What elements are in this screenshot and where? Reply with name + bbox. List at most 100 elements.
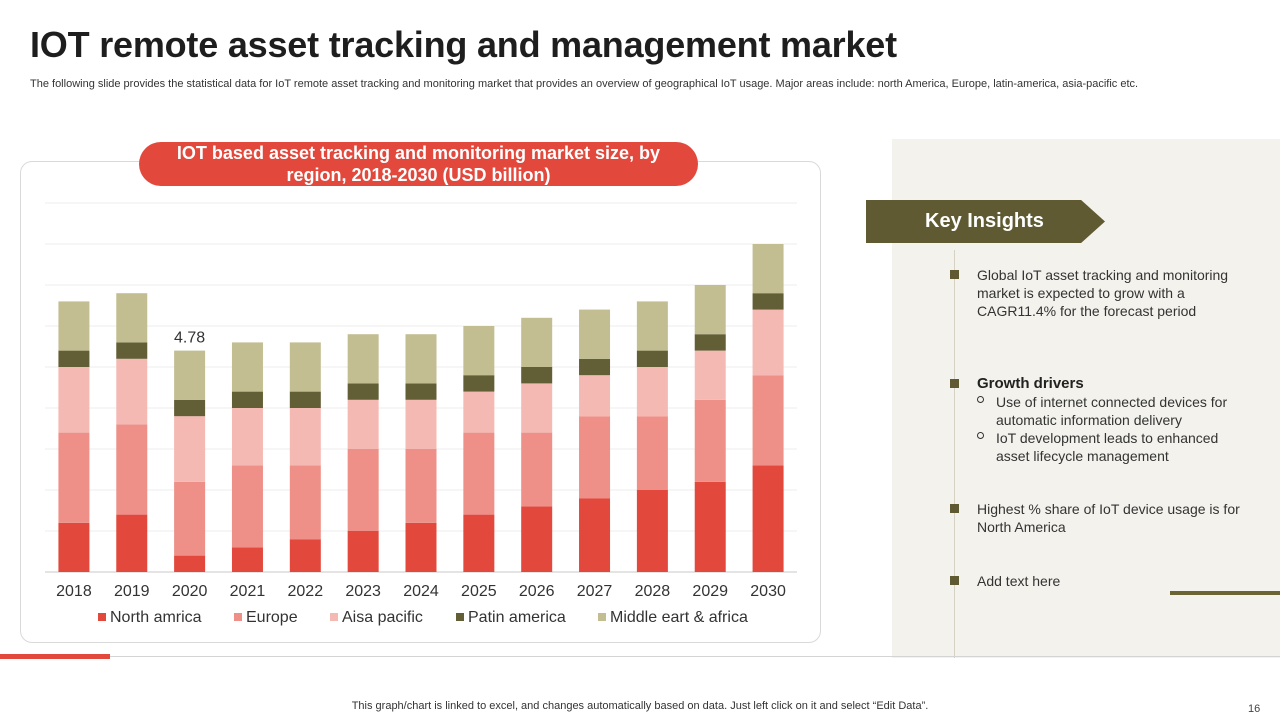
bar-segment-middle-eart-africa-2027[interactable] (579, 309, 611, 359)
key-insights-banner: Key Insights (866, 200, 1105, 243)
bar-segment-europe-2028[interactable] (636, 416, 668, 490)
bar-segment-north-amrica-2022[interactable] (289, 539, 321, 572)
x-tick-label: 2026 (519, 583, 555, 600)
legend-swatch (598, 613, 606, 621)
bar-segment-north-amrica-2025[interactable] (463, 514, 495, 572)
olive-accent-line (1170, 591, 1280, 595)
bar-segment-patin-america-2027[interactable] (579, 358, 611, 376)
bar-segment-north-amrica-2021[interactable] (231, 547, 263, 572)
legend-swatch (456, 613, 464, 621)
insight-text[interactable]: Add text here (977, 573, 1061, 589)
bar-segment-aisa-pacific-2018[interactable] (58, 367, 90, 433)
bar-segment-patin-america-2029[interactable] (694, 334, 726, 351)
x-tick-label: 2023 (345, 583, 381, 600)
legend-swatch (98, 613, 106, 621)
bar-segment-aisa-pacific-2021[interactable] (231, 408, 263, 466)
bar-segment-europe-2024[interactable] (405, 449, 437, 523)
bar-segment-patin-america-2028[interactable] (636, 350, 668, 367)
bar-segment-aisa-pacific-2025[interactable] (463, 391, 495, 433)
bar-segment-north-amrica-2024[interactable] (405, 522, 437, 572)
insight-text: Global IoT asset tracking and monitoring… (977, 267, 1229, 319)
bar-segment-middle-eart-africa-2028[interactable] (636, 301, 668, 351)
bar-segment-patin-america-2023[interactable] (347, 383, 379, 400)
bar-segment-patin-america-2019[interactable] (116, 342, 148, 359)
growth-drivers-list: Use of internet connected devices for au… (977, 393, 1240, 465)
bar-segment-europe-2030[interactable] (752, 375, 784, 466)
bar-segment-north-amrica-2018[interactable] (58, 522, 90, 572)
bar-segment-patin-america-2018[interactable] (58, 350, 90, 367)
bar-segment-patin-america-2024[interactable] (405, 383, 437, 400)
bar-segment-aisa-pacific-2030[interactable] (752, 309, 784, 376)
bottom-divider (0, 656, 1280, 657)
bar-segment-europe-2018[interactable] (58, 432, 90, 523)
bar-segment-north-amrica-2023[interactable] (347, 531, 379, 572)
insight-item-cagr: Global IoT asset tracking and monitoring… (950, 266, 1240, 320)
insight-text: Highest % share of IoT device usage is f… (977, 501, 1240, 535)
bar-segment-middle-eart-africa-2024[interactable] (405, 334, 437, 384)
bar-segment-europe-2022[interactable] (289, 465, 321, 540)
bar-segment-patin-america-2026[interactable] (521, 367, 553, 384)
footer-note: This graph/chart is linked to excel, and… (0, 700, 1280, 712)
circle-bullet-icon (977, 432, 984, 439)
bar-segment-europe-2019[interactable] (116, 424, 148, 515)
bar-segment-middle-eart-africa-2023[interactable] (347, 334, 379, 384)
x-tick-label: 2022 (288, 583, 324, 600)
bar-segment-middle-eart-africa-2020[interactable] (174, 350, 206, 400)
bar-segment-middle-eart-africa-2019[interactable] (116, 293, 148, 343)
bar-segment-north-amrica-2027[interactable] (579, 498, 611, 572)
bar-segment-aisa-pacific-2027[interactable] (579, 375, 611, 417)
bar-segment-europe-2023[interactable] (347, 449, 379, 531)
bar-segment-europe-2026[interactable] (521, 432, 553, 507)
bar-segment-middle-eart-africa-2022[interactable] (289, 342, 321, 392)
bar-segment-patin-america-2022[interactable] (289, 391, 321, 408)
bar-segment-middle-eart-africa-2026[interactable] (521, 317, 553, 367)
bar-segment-europe-2025[interactable] (463, 432, 495, 515)
bar-segment-europe-2027[interactable] (579, 416, 611, 499)
bar-segment-middle-eart-africa-2029[interactable] (694, 285, 726, 335)
bar-segment-middle-eart-africa-2025[interactable] (463, 326, 495, 376)
bar-segment-aisa-pacific-2022[interactable] (289, 408, 321, 466)
x-tick-label: 2028 (635, 583, 671, 600)
square-bullet-icon (950, 270, 959, 279)
bar-segment-europe-2020[interactable] (174, 481, 206, 556)
x-tick-label: 2019 (114, 583, 150, 600)
bar-segment-patin-america-2020[interactable] (174, 399, 206, 417)
bar-segment-middle-eart-africa-2018[interactable] (58, 301, 90, 351)
circle-bullet-icon (977, 396, 984, 403)
legend-label: Middle eart & africa (610, 609, 748, 626)
chart-header-text: IOT based asset tracking and monitoring … (176, 143, 661, 185)
bar-segment-aisa-pacific-2023[interactable] (347, 399, 379, 449)
bar-segment-europe-2021[interactable] (231, 465, 263, 548)
x-tick-label: 2030 (750, 583, 786, 600)
bar-segment-north-amrica-2020[interactable] (174, 555, 206, 572)
bar-segment-north-amrica-2029[interactable] (694, 481, 726, 572)
insights-divider-line (954, 250, 955, 658)
bar-segment-middle-eart-africa-2021[interactable] (231, 342, 263, 392)
list-item: Use of internet connected devices for au… (977, 393, 1240, 429)
bar-segment-europe-2029[interactable] (694, 399, 726, 482)
bar-segment-aisa-pacific-2019[interactable] (116, 358, 148, 425)
x-tick-label: 2024 (403, 583, 439, 600)
bar-segment-north-amrica-2019[interactable] (116, 514, 148, 572)
bar-segment-aisa-pacific-2029[interactable] (694, 350, 726, 400)
page-subtitle: The following slide provides the statist… (30, 78, 1139, 90)
bar-segment-patin-america-2025[interactable] (463, 375, 495, 392)
bar-segment-aisa-pacific-2026[interactable] (521, 383, 553, 433)
bar-segment-aisa-pacific-2028[interactable] (636, 367, 668, 417)
bar-segment-north-amrica-2028[interactable] (636, 490, 668, 572)
bar-segment-north-amrica-2030[interactable] (752, 465, 784, 572)
bar-segment-middle-eart-africa-2030[interactable] (752, 244, 784, 294)
legend-label: Patin america (468, 609, 566, 626)
insight-item-placeholder[interactable]: Add text here (950, 572, 1240, 590)
growth-drivers-title: Growth drivers (977, 375, 1084, 392)
bar-segment-patin-america-2021[interactable] (231, 391, 263, 408)
bar-segment-aisa-pacific-2024[interactable] (405, 399, 437, 449)
bar-segment-aisa-pacific-2020[interactable] (174, 416, 206, 482)
legend-label: Europe (246, 609, 298, 626)
legend-label: Aisa pacific (342, 609, 423, 626)
growth-item-text: IoT development leads to enhanced asset … (996, 430, 1219, 464)
bar-segment-north-amrica-2026[interactable] (521, 506, 553, 572)
bar-segment-patin-america-2030[interactable] (752, 293, 784, 310)
data-label: 4.78 (174, 330, 205, 347)
